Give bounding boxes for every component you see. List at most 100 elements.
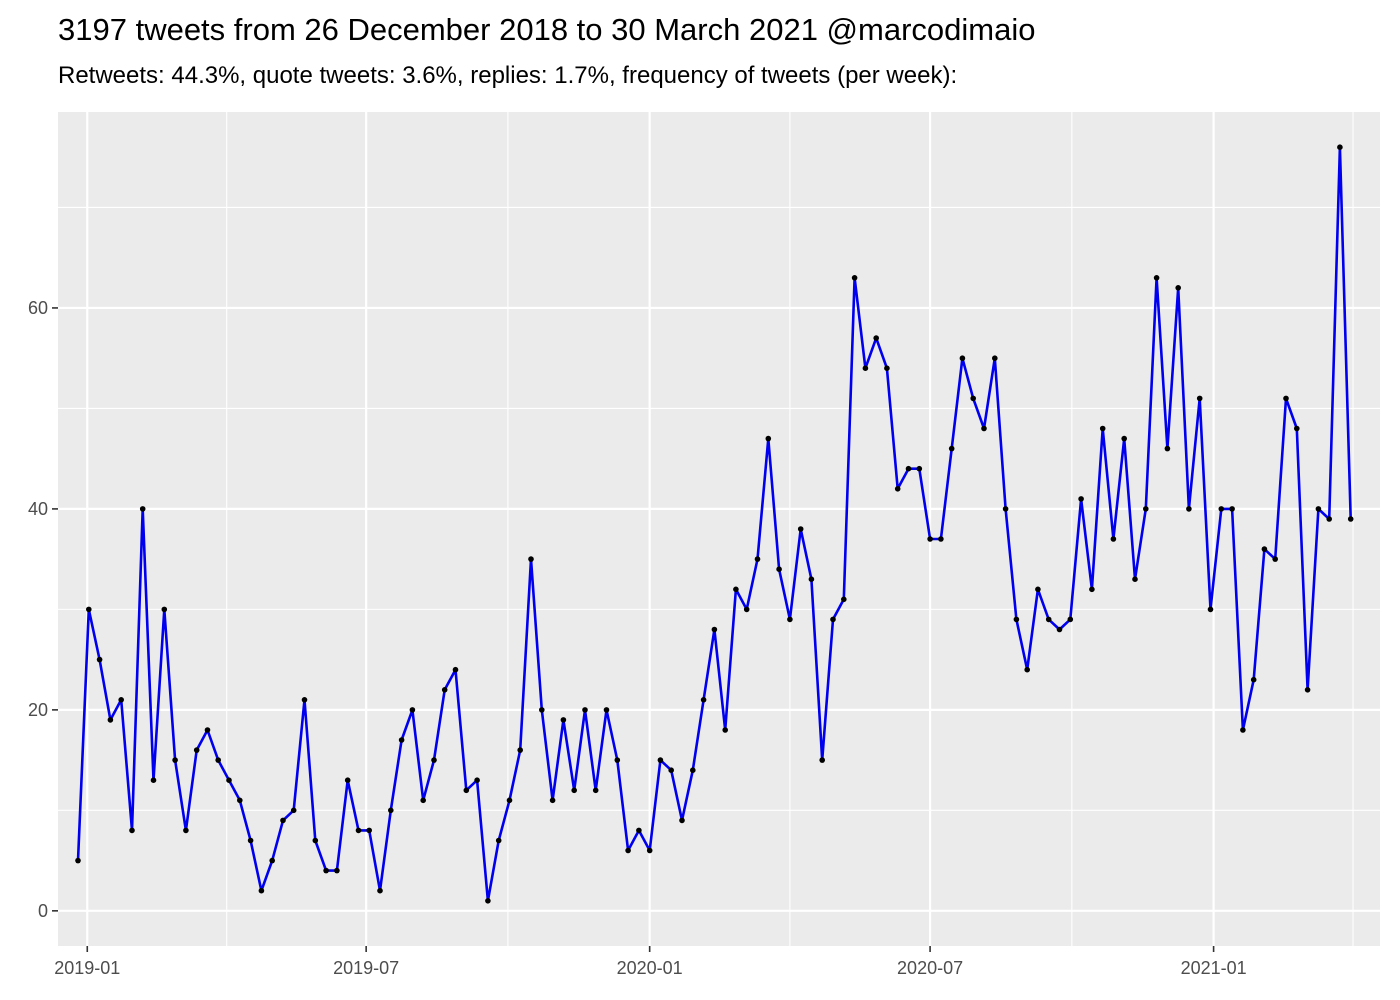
data-point xyxy=(862,365,869,372)
x-tick-label: 2020-01 xyxy=(617,958,683,978)
data-point xyxy=(1002,506,1009,512)
data-point xyxy=(441,687,448,693)
data-point xyxy=(1294,425,1300,432)
data-point xyxy=(96,656,103,663)
data-point xyxy=(1218,506,1225,512)
data-point xyxy=(1045,616,1052,623)
data-point xyxy=(485,898,491,904)
data-point xyxy=(1337,144,1343,150)
data-point xyxy=(959,355,966,362)
data-point xyxy=(1229,506,1235,512)
data-point xyxy=(1207,606,1214,613)
data-point xyxy=(625,847,631,854)
data-point xyxy=(495,837,502,844)
data-point xyxy=(700,697,707,703)
data-point xyxy=(139,506,146,512)
data-point xyxy=(765,435,772,442)
data-point xyxy=(269,857,276,864)
data-point xyxy=(679,817,685,824)
data-point xyxy=(398,737,405,743)
data-point xyxy=(301,697,308,703)
data-point xyxy=(1078,496,1084,502)
data-point xyxy=(183,827,189,834)
data-point xyxy=(819,757,825,763)
data-point xyxy=(668,767,674,773)
data-point xyxy=(377,887,383,894)
data-point xyxy=(388,807,394,814)
y-tick-label: 20 xyxy=(28,700,48,720)
data-point xyxy=(290,807,297,814)
x-tick-label: 2019-01 xyxy=(54,958,120,978)
plot-panel xyxy=(58,112,1380,946)
data-point xyxy=(1110,536,1117,542)
data-point xyxy=(452,666,459,673)
chart-title: 3197 tweets from 26 December 2018 to 30 … xyxy=(58,12,1036,47)
data-point xyxy=(549,797,556,804)
data-point xyxy=(851,275,858,281)
data-point xyxy=(237,797,243,804)
data-point xyxy=(431,757,437,763)
chart-subtitle: Retweets: 44.3%, quote tweets: 3.6%, rep… xyxy=(58,62,958,89)
data-point xyxy=(690,767,696,773)
data-point xyxy=(1013,616,1020,623)
data-point xyxy=(161,606,168,613)
data-point xyxy=(528,556,534,562)
data-point xyxy=(312,837,319,844)
data-point xyxy=(366,827,373,834)
data-point xyxy=(1143,506,1149,512)
data-point xyxy=(905,465,912,472)
data-point xyxy=(129,827,135,834)
data-point xyxy=(884,365,890,372)
data-point xyxy=(571,787,577,794)
data-point xyxy=(1164,445,1171,452)
data-point xyxy=(1186,506,1192,512)
data-point xyxy=(1196,395,1203,402)
data-point xyxy=(323,867,329,874)
data-point xyxy=(1089,586,1095,593)
data-point xyxy=(150,777,157,783)
data-point xyxy=(776,566,782,572)
data-point xyxy=(215,757,221,763)
data-point xyxy=(873,335,879,341)
data-point xyxy=(355,827,362,834)
data-point xyxy=(75,857,81,864)
data-point xyxy=(1240,727,1246,733)
data-point xyxy=(603,707,610,713)
data-point xyxy=(830,616,836,623)
data-point xyxy=(1035,586,1041,593)
data-point xyxy=(1315,506,1322,512)
data-point xyxy=(614,757,621,763)
data-point xyxy=(118,697,124,703)
data-point xyxy=(420,797,427,804)
data-point xyxy=(808,576,815,582)
data-point xyxy=(1261,546,1268,552)
y-tick-label: 0 xyxy=(38,901,48,921)
data-point xyxy=(1067,616,1074,623)
data-point xyxy=(334,867,340,874)
data-point xyxy=(1304,687,1311,693)
data-point xyxy=(592,787,599,794)
data-point xyxy=(636,827,642,834)
grid-major xyxy=(58,112,1380,946)
tick-labels: 0 20 40 60 2019-01 2019-07 2020-01 2020-07 2021-… xyxy=(28,298,1247,978)
data-point xyxy=(344,777,351,783)
data-point xyxy=(1153,275,1160,281)
data-point xyxy=(560,717,567,723)
data-point xyxy=(247,837,254,844)
data-point xyxy=(463,787,470,794)
data-point xyxy=(539,707,545,713)
data-point xyxy=(754,556,761,562)
data-point xyxy=(226,777,232,783)
data-point xyxy=(948,445,955,452)
data-point xyxy=(743,606,750,613)
data-point xyxy=(506,797,513,804)
x-tick-label: 2019-07 xyxy=(333,958,399,978)
data-point xyxy=(258,887,265,894)
data-point xyxy=(797,526,804,532)
data-point xyxy=(409,707,416,713)
data-point xyxy=(787,616,793,623)
data-point xyxy=(938,536,944,542)
x-tick-label: 2020-07 xyxy=(897,958,963,978)
data-point xyxy=(1024,666,1030,673)
data-point xyxy=(1056,626,1063,633)
